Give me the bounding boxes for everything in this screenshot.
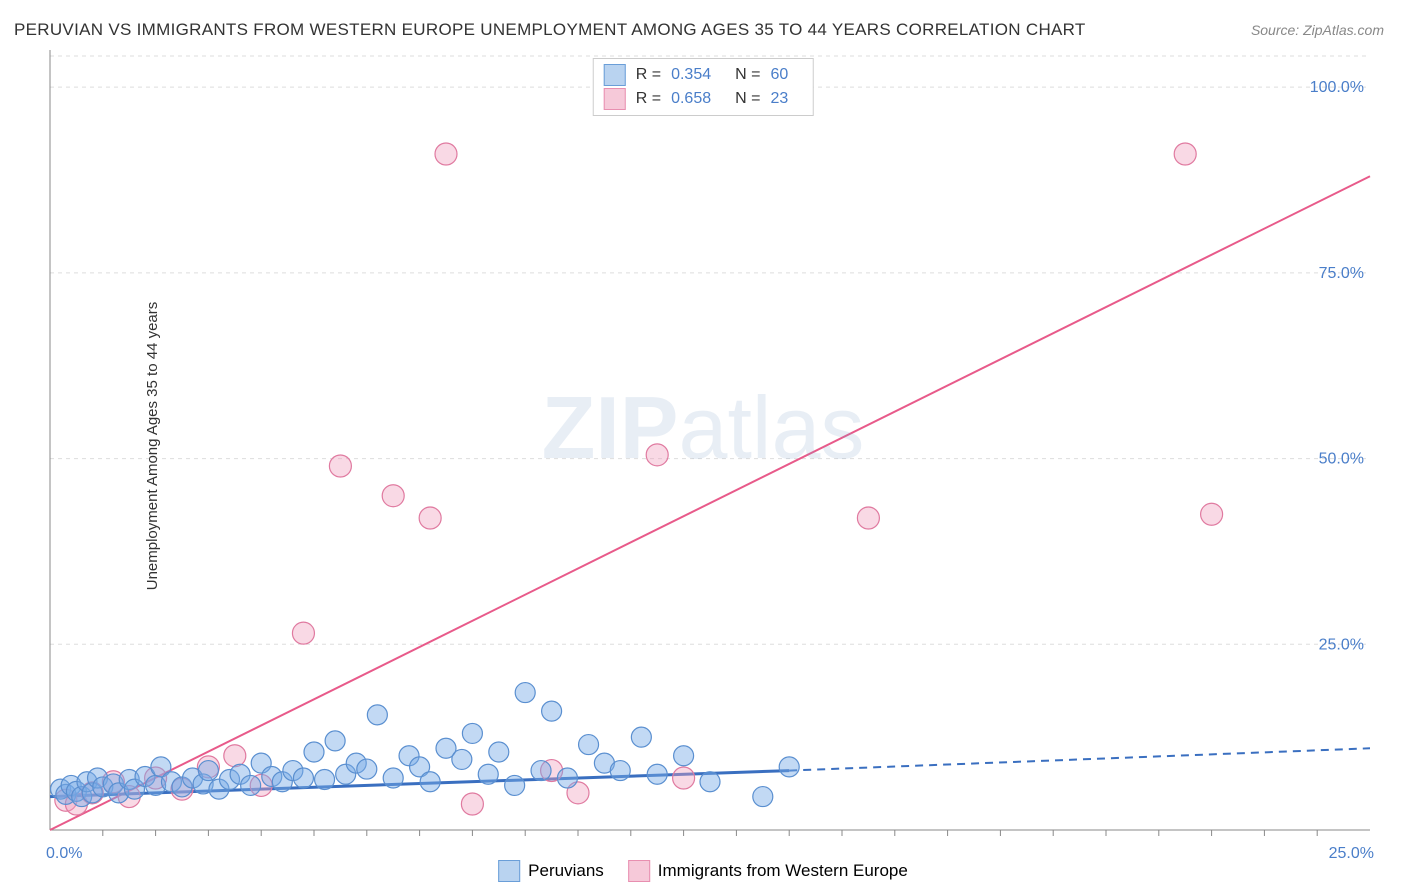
n-value-immigrants: 23 bbox=[770, 90, 788, 108]
chart-container: PERUVIAN VS IMMIGRANTS FROM WESTERN EURO… bbox=[0, 0, 1406, 892]
swatch-immigrants bbox=[604, 88, 626, 110]
legend-label-immigrants: Immigrants from Western Europe bbox=[658, 861, 908, 881]
svg-text:25.0%: 25.0% bbox=[1319, 636, 1364, 653]
y-axis-label: Unemployment Among Ages 35 to 44 years bbox=[144, 302, 161, 591]
legend-item-peruvians: Peruvians bbox=[498, 860, 604, 882]
correlation-legend: R = 0.354 N = 60 R = 0.658 N = 23 bbox=[593, 58, 814, 116]
swatch-peruvians bbox=[498, 860, 520, 882]
n-label: N = bbox=[735, 90, 760, 108]
swatch-immigrants bbox=[628, 860, 650, 882]
svg-text:100.0%: 100.0% bbox=[1310, 79, 1364, 96]
svg-text:0.0%: 0.0% bbox=[46, 845, 82, 862]
legend-item-immigrants: Immigrants from Western Europe bbox=[628, 860, 908, 882]
n-label: N = bbox=[735, 66, 760, 84]
scatter-plot: 25.0% 50.0% 75.0% 100.0% 0.0% 25.0% bbox=[0, 0, 1406, 892]
chart-title: PERUVIAN VS IMMIGRANTS FROM WESTERN EURO… bbox=[14, 20, 1086, 40]
r-label: R = bbox=[636, 66, 661, 84]
swatch-peruvians bbox=[604, 64, 626, 86]
n-value-peruvians: 60 bbox=[770, 66, 788, 84]
r-value-immigrants: 0.658 bbox=[671, 90, 711, 108]
source-attribution: Source: ZipAtlas.com bbox=[1251, 22, 1384, 38]
legend-label-peruvians: Peruvians bbox=[528, 861, 604, 881]
series-legend: Peruvians Immigrants from Western Europe bbox=[498, 860, 908, 882]
legend-row-immigrants: R = 0.658 N = 23 bbox=[604, 87, 803, 111]
r-value-peruvians: 0.354 bbox=[671, 66, 711, 84]
svg-text:25.0%: 25.0% bbox=[1329, 845, 1374, 862]
legend-row-peruvians: R = 0.354 N = 60 bbox=[604, 63, 803, 87]
svg-text:75.0%: 75.0% bbox=[1319, 265, 1364, 282]
r-label: R = bbox=[636, 90, 661, 108]
svg-text:50.0%: 50.0% bbox=[1319, 451, 1364, 468]
